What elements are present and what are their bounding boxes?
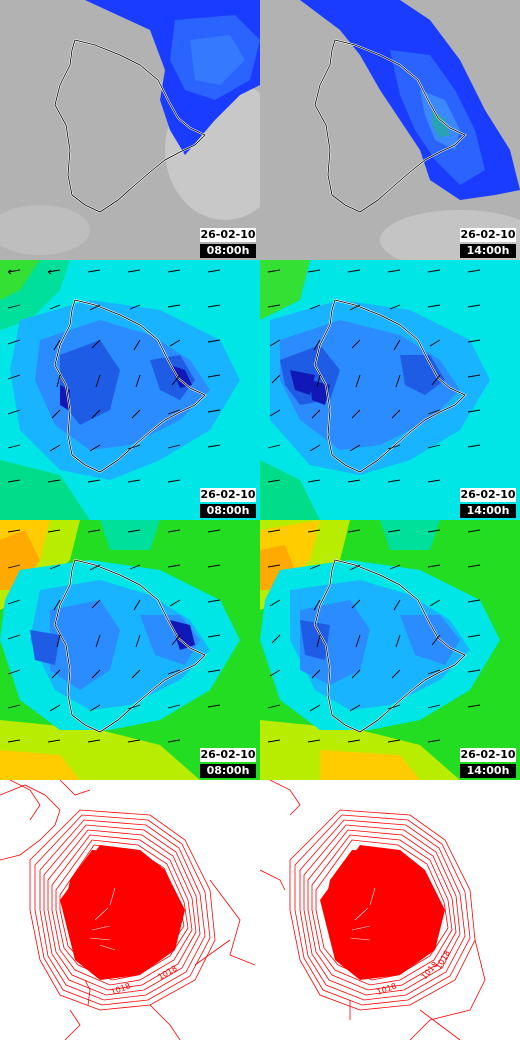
timestamp-label: 26-02-10 14:00h bbox=[460, 488, 516, 518]
date-label: 26-02-10 bbox=[200, 748, 256, 762]
precipitation-map-graphic bbox=[260, 0, 520, 260]
date-label: 26-02-10 bbox=[460, 228, 516, 242]
time-label: 08:00h bbox=[200, 504, 256, 518]
temperature-map-graphic bbox=[260, 520, 520, 780]
wind-arrows bbox=[267, 269, 481, 483]
timestamp-label: 26-02-10 08:00h bbox=[200, 748, 256, 778]
timestamp-label: 26-02-10 14:00h bbox=[460, 748, 516, 778]
temperature-map-graphic bbox=[0, 520, 260, 780]
precipitation-map-0800[interactable]: 26-02-10 08:00h bbox=[0, 0, 260, 260]
wind-map-1400[interactable]: 26-02-10 14:00h bbox=[260, 260, 520, 520]
timestamp-label: 26-02-10 08:00h bbox=[200, 488, 256, 518]
temperature-map-0800[interactable]: 26-02-10 08:00h bbox=[0, 520, 260, 780]
pressure-contour-map-1400[interactable]: 1018 1018 1018 bbox=[260, 780, 520, 1040]
wind-map-graphic bbox=[260, 260, 520, 520]
time-label: 14:00h bbox=[460, 504, 516, 518]
pressure-contour-graphic: 1018 1018 1018 bbox=[260, 780, 520, 1040]
time-label: 14:00h bbox=[460, 764, 516, 778]
pressure-contour-graphic: 1018 1018 bbox=[0, 780, 260, 1040]
timestamp-label: 26-02-10 08:00h bbox=[200, 228, 256, 258]
time-label: 08:00h bbox=[200, 764, 256, 778]
precipitation-map-1400[interactable]: 26-02-10 14:00h bbox=[260, 0, 520, 260]
wind-arrows bbox=[7, 269, 221, 483]
time-label: 14:00h bbox=[460, 244, 516, 258]
wind-arrows bbox=[267, 529, 481, 743]
time-label: 08:00h bbox=[200, 244, 256, 258]
date-label: 26-02-10 bbox=[200, 488, 256, 502]
wind-map-0800[interactable]: 26-02-10 08:00h bbox=[0, 260, 260, 520]
pressure-contour-map-0800[interactable]: 1018 1018 bbox=[0, 780, 260, 1040]
wind-arrows bbox=[7, 529, 221, 743]
date-label: 26-02-10 bbox=[200, 228, 256, 242]
timestamp-label: 26-02-10 14:00h bbox=[460, 228, 516, 258]
temperature-map-1400[interactable]: 26-02-10 14:00h bbox=[260, 520, 520, 780]
precipitation-map-graphic bbox=[0, 0, 260, 260]
date-label: 26-02-10 bbox=[460, 748, 516, 762]
wind-map-graphic bbox=[0, 260, 260, 520]
date-label: 26-02-10 bbox=[460, 488, 516, 502]
